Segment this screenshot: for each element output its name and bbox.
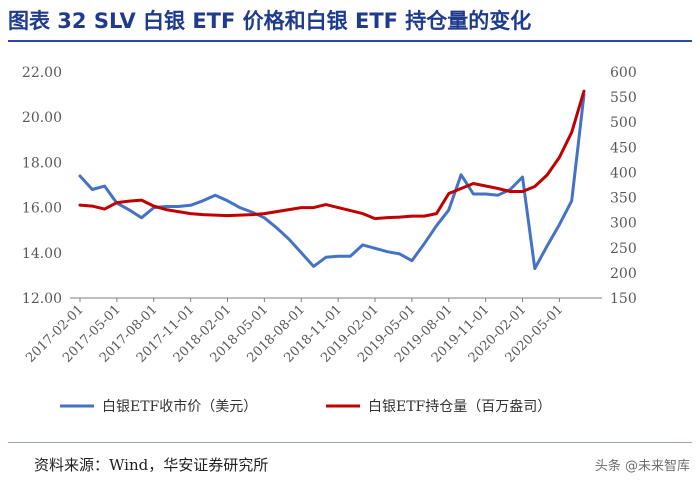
right-axis-tick-label: 600: [610, 65, 637, 81]
right-axis-tick-label: 200: [610, 266, 637, 282]
legend: 白银ETF收市价（美元） 白银ETF持仓量（百万盎司）: [60, 398, 551, 415]
right-axis-tick-label: 250: [610, 241, 637, 257]
footer-divider: [8, 442, 692, 443]
figure-title: 图表 32 SLV 白银 ETF 价格和白银 ETF 持仓量的变化: [8, 9, 532, 33]
legend-label-holdings: 白银ETF持仓量（百万盎司）: [368, 399, 551, 415]
x-axis: 2017-02-012017-05-012017-08-012017-11-01…: [23, 297, 602, 366]
left-axis-tick-label: 14.00: [22, 246, 62, 262]
left-axis: 12.00 14.00 16.00 18.00 20.00 22.00: [22, 65, 62, 307]
left-axis-tick-label: 22.00: [22, 65, 62, 81]
right-axis-tick-label: 400: [610, 165, 637, 181]
right-axis-tick-label: 550: [610, 90, 637, 106]
left-axis-tick-label: 12.00: [22, 291, 62, 307]
right-axis-tick-label: 350: [610, 191, 637, 207]
left-axis-tick-label: 20.00: [22, 110, 62, 126]
right-axis: 150 200 250 300 350 400 450 500 550 600: [610, 65, 637, 307]
legend-label-price: 白银ETF收市价（美元）: [102, 398, 257, 415]
left-axis-tick-label: 16.00: [22, 201, 62, 217]
right-axis-tick-label: 450: [610, 140, 637, 156]
line-chart: 12.00 14.00 16.00 18.00 20.00 22.00 150 200 250…: [22, 65, 637, 415]
series-line-holdings: [78, 89, 586, 221]
left-axis-tick-label: 18.00: [22, 155, 62, 171]
title-divider: [8, 40, 692, 42]
right-axis-tick-label: 300: [610, 216, 637, 232]
series-lines: [78, 89, 586, 271]
series-line-price: [78, 93, 586, 271]
source-note: 资料来源：Wind，华安证券研究所: [34, 456, 269, 474]
right-axis-tick-label: 150: [610, 291, 637, 307]
watermark: 头条 @未来智库: [595, 454, 690, 480]
watermark-text: 头条 @未来智库: [594, 459, 690, 474]
right-axis-tick-label: 500: [610, 115, 637, 131]
